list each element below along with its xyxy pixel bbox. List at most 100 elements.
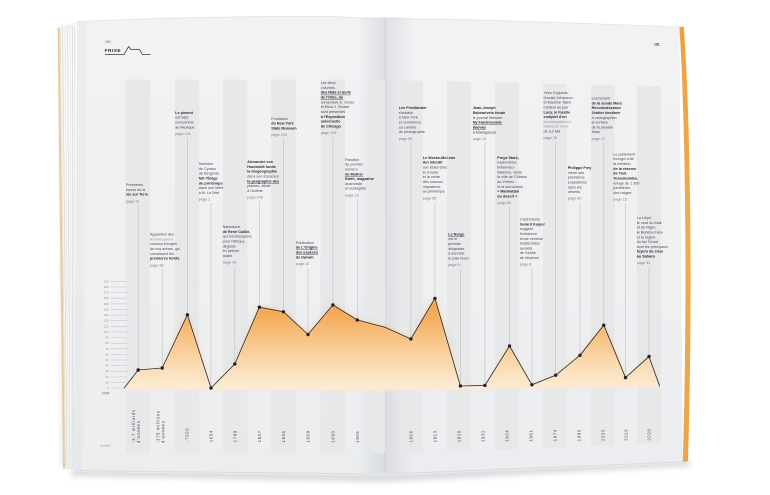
svg-text:Tosonbumba,: Tosonbumba, xyxy=(613,177,637,181)
svg-text:de la sonde Mars: de la sonde Mars xyxy=(592,101,622,105)
svg-text:de Mother: de Mother xyxy=(345,172,363,176)
svg-text:suggère: suggère xyxy=(520,227,534,231)
svg-text:exploratrice: exploratrice xyxy=(497,161,516,165)
svg-text:La Libye,: La Libye, xyxy=(637,216,652,220)
svg-text:le journal littéraire: le journal littéraire xyxy=(473,116,503,120)
svg-text:State Museum: State Museum xyxy=(271,126,297,130)
svg-text:à M. Le Bret: à M. Le Bret xyxy=(199,191,220,195)
svg-text:160: 160 xyxy=(104,296,109,300)
svg-text:et la région: et la région xyxy=(637,235,656,239)
svg-text:de Tost: de Tost xyxy=(613,172,627,176)
svg-text:Alexander von: Alexander von xyxy=(247,160,274,164)
svg-text:de photographe: de photographe xyxy=(399,130,425,134)
svg-text:de nos arbres, qui: de nos arbres, qui xyxy=(150,247,180,251)
svg-text:FRISE: FRISE xyxy=(105,48,122,54)
svg-text:page 31: page 31 xyxy=(126,199,140,203)
svg-text:Lee Friedlander: Lee Friedlander xyxy=(399,106,427,110)
svg-text:1974: 1974 xyxy=(552,429,557,441)
svg-text:d'une ceinture: d'une ceinture xyxy=(520,237,543,241)
svg-text:d'années: d'années xyxy=(161,421,166,444)
svg-text:Australopithecus: Australopithecus xyxy=(543,120,572,124)
svg-text:1654: 1654 xyxy=(209,430,214,442)
svg-text:de l'Ohio, de: de l'Ohio, de xyxy=(321,96,343,100)
svg-text:refuge de 1 300: refuge de 1 300 xyxy=(613,181,639,185)
svg-text:-7000: -7000 xyxy=(184,428,189,442)
svg-text:180: 180 xyxy=(104,285,109,289)
svg-text:page 10: page 10 xyxy=(296,262,310,266)
svg-text:premier: premier xyxy=(448,242,461,246)
svg-text:Jean-Joseph: Jean-Joseph xyxy=(473,106,497,110)
svg-text:britannico-: britannico- xyxy=(497,166,515,170)
svg-text:de l'orbite: de l'orbite xyxy=(520,251,536,255)
svg-text:Archaeopteris,: Archaeopteris, xyxy=(149,237,174,241)
svg-text:du premier: du premier xyxy=(345,163,364,167)
svg-text:italienne, visite: italienne, visite xyxy=(497,170,522,174)
svg-text:L'astronome: L'astronome xyxy=(520,218,541,222)
svg-text:110: 110 xyxy=(104,324,109,328)
svg-text:et du Niger,: et du Niger, xyxy=(637,226,656,230)
svg-text:Ny Fandrosoam-: Ny Fandrosoam- xyxy=(473,121,503,125)
svg-text:Apparition des: Apparition des xyxy=(150,233,174,237)
svg-text:2028: 2028 xyxy=(647,428,652,440)
svg-text:page 80: page 80 xyxy=(497,201,511,205)
svg-text:est le: est le xyxy=(448,237,457,241)
svg-text:le Burkina Faso: le Burkina Faso xyxy=(637,230,663,234)
svg-text:baovao: baovao xyxy=(473,125,487,129)
svg-text:Lancement: Lancement xyxy=(592,97,612,101)
svg-text:150: 150 xyxy=(104,302,109,306)
svg-text:10: 10 xyxy=(105,381,109,385)
svg-text:pour l'Afrique,: pour l'Afrique, xyxy=(223,239,246,243)
svg-text:Freya Stark,: Freya Stark, xyxy=(497,156,518,160)
svg-text:années: années xyxy=(101,444,111,448)
svg-text:1990: 1990 xyxy=(576,429,581,441)
svg-text:Parution: Parution xyxy=(345,158,359,162)
svg-text:170: 170 xyxy=(104,291,109,295)
svg-text:en pèlerin: en pèlerin xyxy=(223,249,239,253)
svg-text:page 131: page 131 xyxy=(175,132,191,136)
svg-text:20: 20 xyxy=(105,375,109,379)
svg-text:et écologiste: et écologiste xyxy=(345,187,366,191)
svg-text:au-delà: au-delà xyxy=(520,246,533,250)
svg-text:Le Norge: Le Norge xyxy=(448,232,464,236)
svg-text:Genevieve E. Jones: Genevieve E. Jones xyxy=(321,100,355,104)
svg-text:est déjà: est déjà xyxy=(175,116,189,120)
svg-text:de Cyrano: de Cyrano xyxy=(199,167,216,171)
svg-text:1859: 1859 xyxy=(305,430,310,442)
svg-text:Act interdit: Act interdit xyxy=(423,161,444,165)
svg-text:mongol vote: mongol vote xyxy=(613,157,633,161)
svg-text:Le piment: Le piment xyxy=(175,111,193,115)
svg-text:de 3,2 Ma: de 3,2 Ma xyxy=(544,130,562,134)
svg-text:page 15: page 15 xyxy=(613,198,627,202)
svg-text:page 28: page 28 xyxy=(544,136,558,140)
svg-text:aux États-Unis: aux États-Unis xyxy=(423,165,448,170)
svg-text:Rabearivelo fonde: Rabearivelo fonde xyxy=(473,111,506,115)
svg-text:sa carrière: sa carrière xyxy=(399,125,417,129)
svg-text:sont présentés: sont présentés xyxy=(321,110,346,114)
svg-text:Lucy, le fossile: Lucy, le fossile xyxy=(544,110,571,114)
svg-text:page 6: page 6 xyxy=(520,263,531,267)
svg-text:190: 190 xyxy=(104,279,109,283)
svg-text:à Goethe: à Goethe xyxy=(247,189,262,193)
svg-text:à New York: à New York xyxy=(399,116,418,120)
svg-text:numéro: numéro xyxy=(345,167,358,171)
svg-text:80: 80 xyxy=(105,341,109,345)
svg-text:90: 90 xyxy=(105,336,109,340)
svg-text:Mars: Mars xyxy=(592,130,600,134)
svg-text:mène ses: mène ses xyxy=(568,171,584,175)
svg-text:et commence: et commence xyxy=(399,121,422,125)
svg-text:anarchiste: anarchiste xyxy=(345,182,362,186)
svg-text:Publication: Publication xyxy=(296,241,314,245)
svg-text:déserts: déserts xyxy=(568,190,580,194)
svg-text:la ville de Chibam: la ville de Chibam xyxy=(497,175,527,179)
svg-text:à cartographier: à cartographier xyxy=(592,116,618,120)
svg-text:Naissance: Naissance xyxy=(223,225,241,229)
svg-text:du printemps: du printemps xyxy=(199,181,223,185)
svg-text:50: 50 xyxy=(105,358,109,362)
svg-text:page 65: page 65 xyxy=(423,196,437,200)
svg-text:du New York: du New York xyxy=(271,122,294,126)
svg-text:cousins élongés: cousins élongés xyxy=(150,242,177,246)
svg-text:dans son Essai sur: dans son Essai sur xyxy=(247,175,279,179)
svg-text:au Mexique: au Mexique xyxy=(175,125,194,129)
svg-text:page 9: page 9 xyxy=(448,263,459,267)
svg-text:constituent les: constituent les xyxy=(150,252,174,256)
